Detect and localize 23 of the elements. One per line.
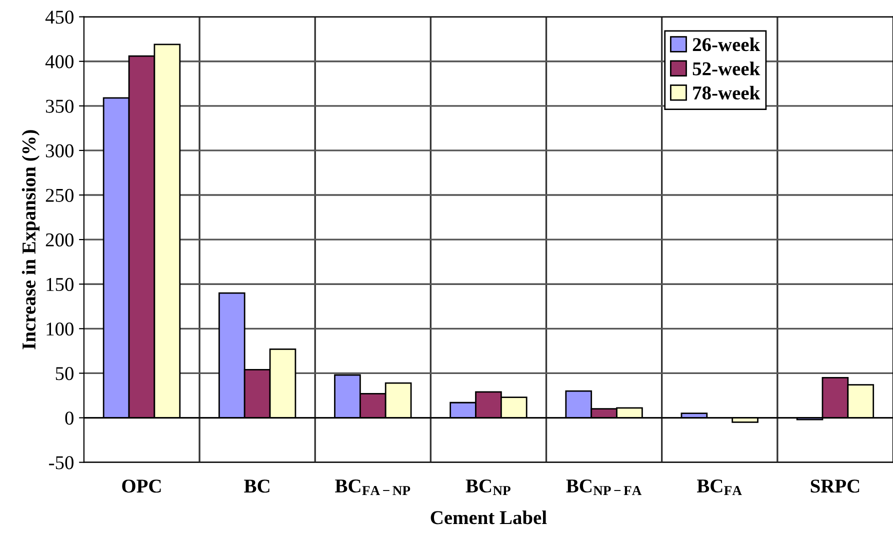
x-tick-label: BC bbox=[244, 480, 270, 493]
y-tick-label: 100 bbox=[46, 322, 74, 336]
y-tick-label: 300 bbox=[46, 144, 74, 158]
y-tick-label: 200 bbox=[46, 233, 74, 246]
x-tick-label: BC$_{FA−NP}$ bbox=[335, 479, 410, 496]
x-tick-label: SRPC bbox=[810, 480, 860, 493]
y-tick-label: 400 bbox=[45, 55, 74, 68]
x-tick-label: BC$_{FA}$ bbox=[697, 479, 742, 496]
y-tick-label: 0 bbox=[65, 412, 74, 425]
x-tick-label: BC$_{NP−FA}$ bbox=[566, 479, 642, 496]
x-tick-label: OPC bbox=[122, 480, 161, 493]
x-tick-label: BC$_{NP}$ bbox=[466, 479, 510, 496]
y-tick-label: 450 bbox=[45, 10, 74, 24]
y-tick-label: 150 bbox=[46, 278, 74, 292]
y-tick-label: 350 bbox=[46, 100, 74, 113]
x-axis-title: Cement Label bbox=[430, 510, 547, 524]
y-tick-label: 50 bbox=[56, 367, 74, 380]
y-tick-label: -50 bbox=[49, 456, 74, 470]
legend-label: 78-week bbox=[693, 86, 760, 100]
legend-label: 26-week bbox=[692, 38, 760, 52]
y-axis-title: Increase in Expansion (%) bbox=[22, 130, 40, 350]
y-tick-label: 250 bbox=[46, 188, 74, 202]
legend-label: 52-week bbox=[692, 62, 760, 76]
